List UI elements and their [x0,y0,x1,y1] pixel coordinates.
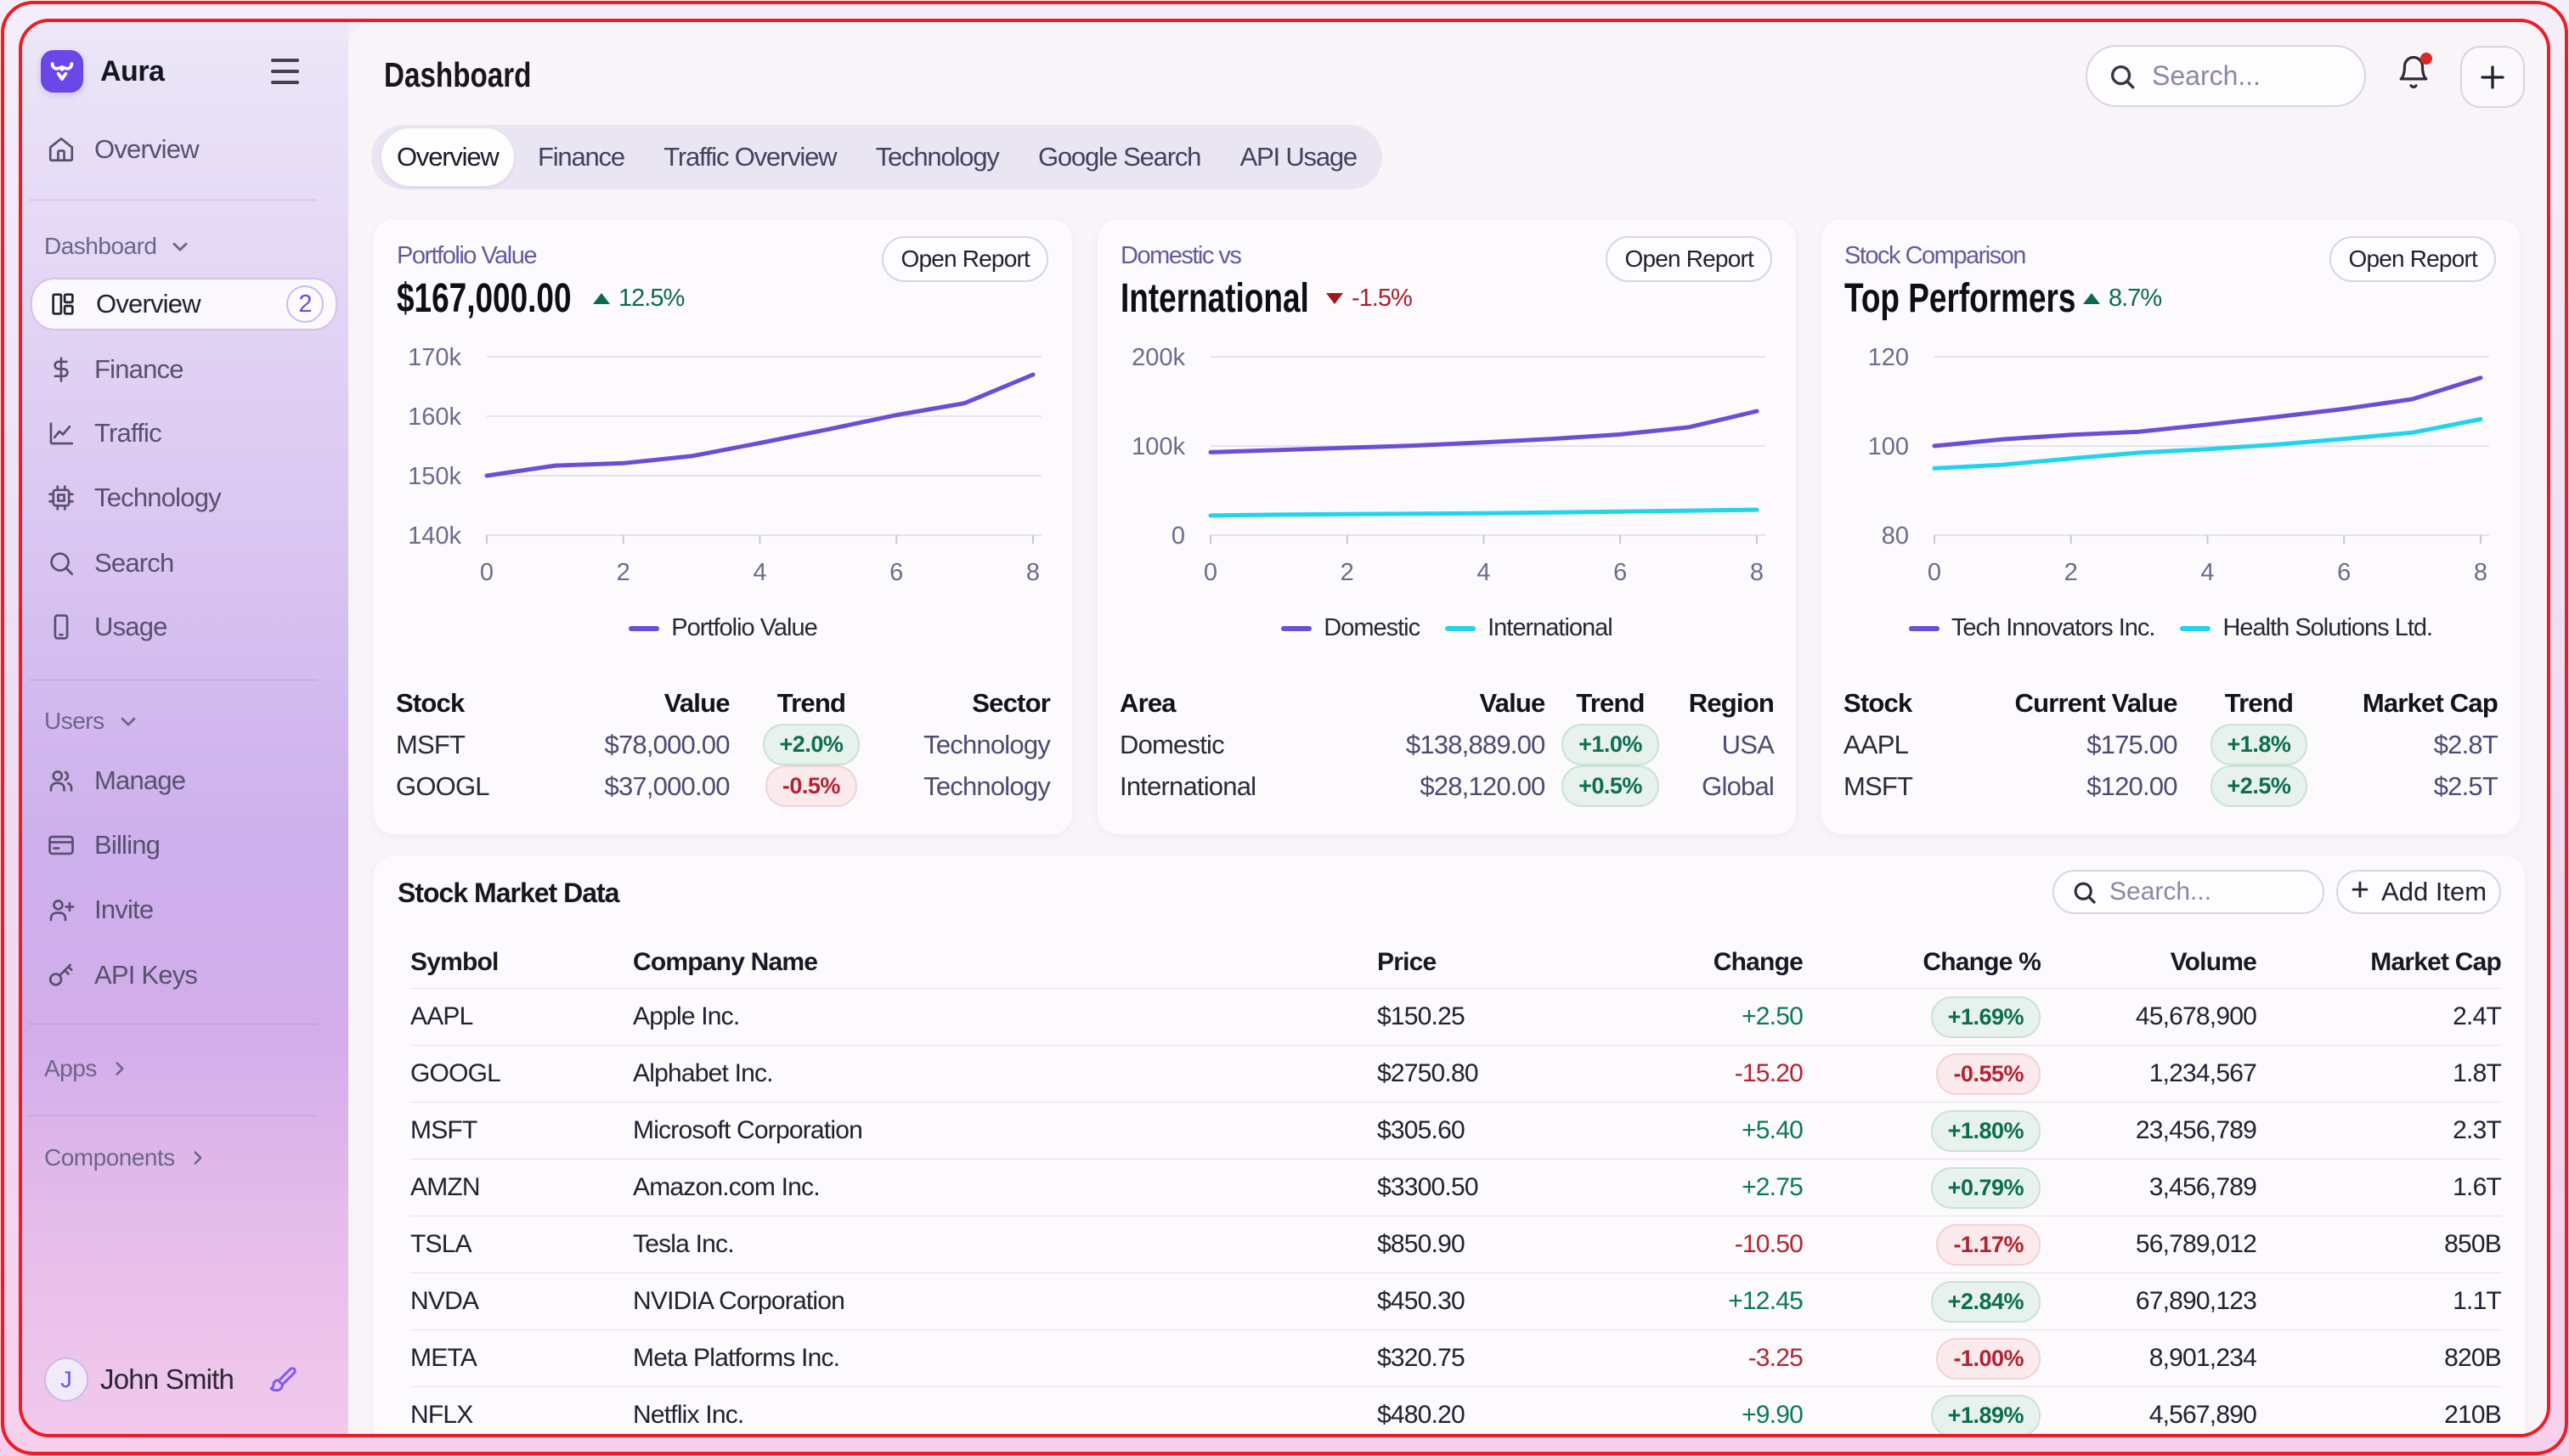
svg-text:170k: 170k [408,347,461,371]
svg-text:100k: 100k [1132,433,1185,460]
svg-text:6: 6 [889,559,903,586]
svg-text:80: 80 [1882,522,1909,550]
svg-text:4: 4 [753,559,766,586]
svg-text:4: 4 [2200,559,2214,586]
svg-text:100: 100 [1868,433,1909,460]
svg-text:0: 0 [1928,559,1941,586]
svg-text:8: 8 [1026,559,1040,586]
svg-text:4: 4 [1476,559,1490,586]
svg-text:0: 0 [480,559,494,586]
svg-text:0: 0 [1172,522,1185,550]
svg-text:8: 8 [1750,559,1764,586]
svg-text:2: 2 [1341,559,1354,586]
svg-text:2: 2 [617,559,630,586]
svg-text:6: 6 [1613,559,1627,586]
svg-text:6: 6 [2337,559,2351,586]
svg-text:150k: 150k [408,463,461,490]
svg-text:200k: 200k [1132,347,1185,371]
svg-text:2: 2 [2064,559,2078,586]
svg-text:8: 8 [2474,559,2487,586]
svg-text:120: 120 [1868,347,1909,371]
svg-text:140k: 140k [408,522,461,550]
svg-text:0: 0 [1204,559,1217,586]
svg-text:160k: 160k [408,404,461,431]
